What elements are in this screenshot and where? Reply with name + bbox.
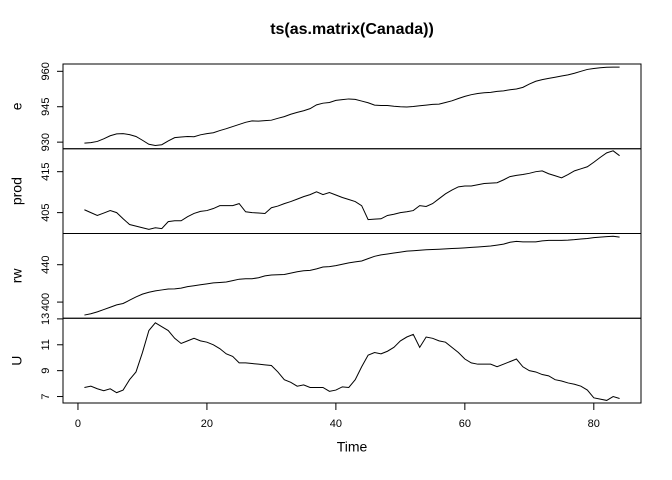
- y-axis-label: prod: [9, 177, 25, 205]
- x-tick-label: 60: [459, 418, 471, 430]
- y-tick-label: 415: [40, 162, 52, 180]
- y-tick-label: 400: [40, 293, 52, 311]
- y-tick-label: 405: [40, 203, 52, 221]
- series-line: [84, 235, 620, 316]
- y-tick-label: 13: [40, 313, 52, 325]
- y-axis-label: rw: [9, 268, 25, 284]
- series-line: [84, 66, 620, 146]
- x-tick-label: 0: [75, 418, 81, 430]
- chart-title: ts(as.matrix(Canada)): [270, 21, 434, 38]
- y-tick-label: 930: [40, 133, 52, 151]
- y-axis-label: U: [9, 356, 25, 366]
- y-tick-label: 945: [40, 98, 52, 116]
- y-tick-label: 440: [40, 256, 52, 274]
- x-axis-label: Time: [337, 439, 368, 455]
- series-line: [84, 322, 620, 401]
- series-line: [84, 150, 620, 230]
- y-tick-label: 960: [40, 62, 52, 80]
- y-axis-label: e: [9, 102, 25, 110]
- panel-frame: [62, 317, 642, 404]
- x-tick-label: 80: [588, 418, 600, 430]
- x-tick-label: 40: [330, 418, 342, 430]
- y-tick-label: 9: [40, 368, 52, 374]
- y-tick-label: 7: [40, 393, 52, 399]
- y-tick-label: 11: [40, 339, 52, 350]
- x-tick-label: 20: [201, 418, 213, 430]
